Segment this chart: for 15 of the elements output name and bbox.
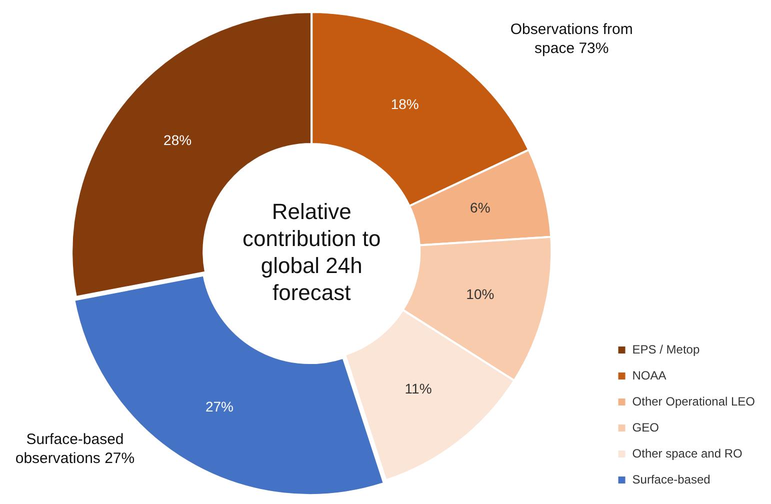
data-label: 11% <box>404 380 432 396</box>
data-label: 6% <box>470 200 490 216</box>
legend-label: Other Operational LEO <box>632 394 756 408</box>
text: Relative contribution to global 24h forecast <box>242 198 382 306</box>
legend-label: Surface-based <box>632 472 710 486</box>
text: Observations from space 73% <box>509 20 634 58</box>
data-label: 27% <box>205 398 234 415</box>
legend-label: EPS / Metop <box>632 342 700 356</box>
legend-label: Other space and RO <box>632 446 742 460</box>
legend-label: NOAA <box>632 368 666 382</box>
legend-label: GEO <box>632 420 659 434</box>
text: Surface-based observations 27% <box>14 430 136 468</box>
data-label: 28% <box>164 132 192 148</box>
data-label: 10% <box>466 286 494 302</box>
data-label: 18% <box>390 96 419 112</box>
